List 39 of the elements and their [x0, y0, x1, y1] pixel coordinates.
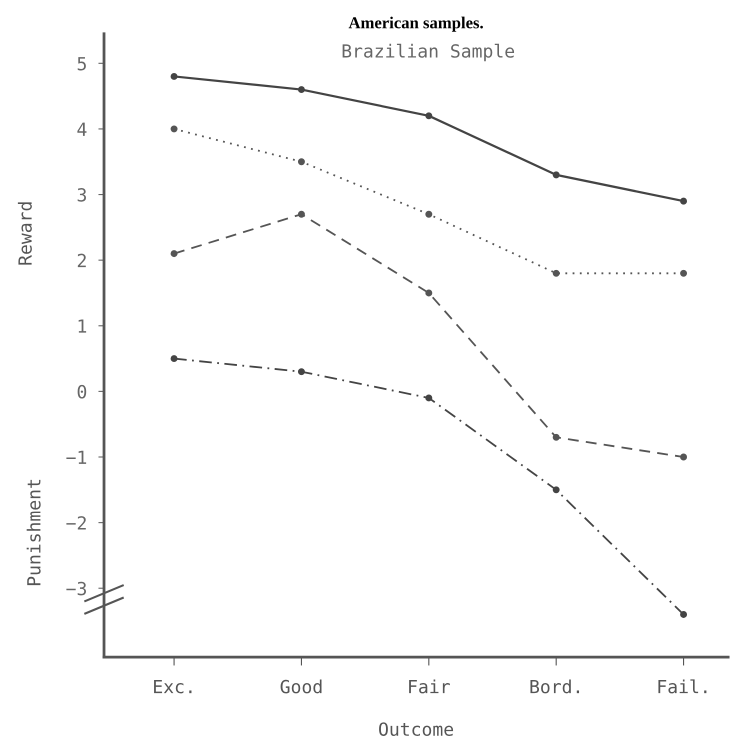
y-axis-title: Reward: [18, 202, 32, 265]
y-tick-label: −3: [66, 582, 86, 596]
point: [298, 86, 305, 94]
x-tick-label: Fail.: [658, 679, 706, 694]
point: [552, 270, 560, 277]
y-tick-label: 5: [78, 57, 86, 70]
point: [552, 434, 560, 441]
point: [170, 250, 178, 258]
point: [425, 289, 432, 296]
y-tick-label: 0: [78, 384, 86, 399]
y-tick-label: −2: [66, 516, 86, 530]
y-tick-label: −1: [66, 450, 86, 464]
point: [680, 454, 688, 460]
point: [425, 112, 432, 120]
text: Punishment: [26, 480, 41, 586]
annotation: Brazilian Sample: [342, 44, 514, 62]
point: [680, 270, 688, 277]
y-tick-label: 2: [78, 254, 86, 268]
point: [298, 158, 305, 166]
point: [170, 355, 178, 362]
point: [680, 198, 688, 205]
point: [170, 125, 178, 132]
y-tick-label: 4: [77, 122, 86, 136]
point: [425, 210, 432, 218]
point: [552, 171, 560, 178]
point: [680, 611, 688, 618]
y-tick-label: 3: [78, 188, 86, 202]
chart-title: American samples.: [348, 16, 483, 32]
x-tick-label: Bord.: [530, 679, 580, 694]
x-tick-label: Exc.: [154, 680, 192, 694]
x-tick-label: Fair: [409, 679, 450, 694]
point: [170, 72, 178, 80]
x-tick-label: Good: [280, 679, 322, 694]
point: [298, 368, 305, 376]
point: [298, 210, 305, 218]
point: [425, 394, 432, 402]
point: [552, 486, 560, 494]
x-axis-title: Outcome: [379, 722, 454, 736]
y-tick-label: 1: [78, 320, 86, 333]
